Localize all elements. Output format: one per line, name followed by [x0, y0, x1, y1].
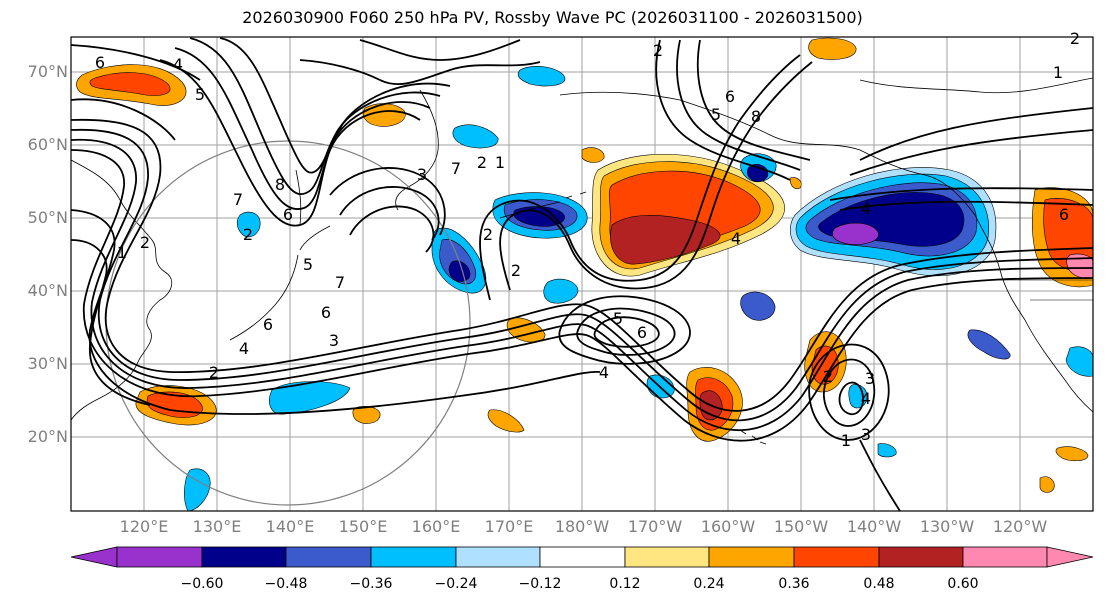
contour-label: 2 [140, 233, 150, 252]
colorbar-tick-label: −0.12 [518, 576, 562, 592]
contour-label: 3 [329, 331, 339, 350]
contour-label: 1 [1053, 63, 1063, 82]
contour-label: 4 [599, 363, 609, 382]
contour-label: 4 [239, 339, 249, 358]
japan-coast [229, 225, 331, 341]
lon-label: 170°E [484, 517, 534, 536]
colorbar-tick-label: 0.24 [693, 576, 725, 592]
lon-label: 130°W [919, 517, 975, 536]
contour-label: 5 [711, 105, 721, 124]
contour-label: 2 [823, 367, 833, 386]
lon-label: 180°W [554, 517, 610, 536]
lon-label: 160°W [700, 517, 756, 536]
contour-label: 5 [303, 255, 313, 274]
lat-label: 20°N [27, 427, 68, 446]
contour-label: 6 [1059, 205, 1069, 224]
map-panel [71, 37, 1093, 511]
colorbar-segment [116, 546, 203, 568]
lat-label: 70°N [27, 62, 68, 81]
aleutians [499, 191, 587, 219]
lat-label: 60°N [27, 135, 68, 154]
contour-label: 4 [861, 199, 871, 218]
contour-label: 6 [637, 323, 647, 342]
sakhalin-coast [295, 169, 302, 226]
contour-label: 6 [283, 205, 293, 224]
colorbar-segment [708, 546, 795, 568]
lon-label: 160°E [411, 517, 461, 536]
colorbar-min-extension [70, 546, 118, 568]
colorbar-segment [539, 546, 626, 568]
contour-label: 3 [417, 165, 427, 184]
colorbar-tick-label: −0.24 [434, 576, 478, 592]
colorbar-segment [455, 546, 541, 568]
colorbar-segment [285, 546, 372, 568]
contour-label: 8 [275, 175, 285, 194]
contour-label: 7 [451, 159, 461, 178]
contour-label: 3 [865, 369, 875, 388]
contour-label: 2 [1070, 29, 1080, 48]
map-frame [70, 36, 1094, 512]
colorbar-tick-label: −0.36 [349, 576, 393, 592]
lon-label: 120°E [119, 517, 169, 536]
colorbar-tick-label: 0.36 [778, 576, 810, 592]
colorbar-segment [962, 546, 1048, 568]
colorbar-max-extension [1046, 546, 1094, 568]
lat-label: 30°N [27, 354, 68, 373]
pv-contours [71, 37, 1093, 511]
contour-label: 5 [195, 85, 205, 104]
contour-label: 2 [653, 41, 663, 60]
contour-label: 4 [731, 229, 741, 248]
lat-label: 50°N [27, 208, 68, 227]
pv-anomaly-shading [76, 37, 1093, 511]
colorbar-segment [793, 546, 880, 568]
contour-label: 6 [263, 315, 273, 334]
contour-label: 1 [117, 243, 127, 262]
contour-label: 5 [613, 309, 623, 328]
lon-label: 170°W [627, 517, 683, 536]
colorbar [70, 546, 1094, 568]
colorbar-segment [624, 546, 710, 568]
kamchatka-coast [395, 89, 439, 211]
arctic-coast [859, 77, 1093, 94]
contour-label: 8 [751, 107, 761, 126]
colorbar-segment [878, 546, 964, 568]
contour-labels: 6 5 4 7 2 1 2 6 8 7 5 3 2 1 6 7 6 3 2 4 … [95, 29, 1080, 450]
contour-label: 2 [477, 153, 487, 172]
contour-label: 7 [233, 190, 243, 209]
contour-label: 4 [861, 389, 871, 408]
contour-label: 1 [841, 431, 851, 450]
colorbar-tick-label: 0.60 [947, 576, 979, 592]
contour-label: 1 [495, 153, 505, 172]
asia-coast [71, 159, 173, 421]
lon-label: 120°W [992, 517, 1048, 536]
contour-label: 6 [321, 303, 331, 322]
na-west-coast [974, 214, 1093, 413]
lon-label: 150°E [338, 517, 388, 536]
colorbar-segment [201, 546, 287, 568]
contour-label: 6 [95, 53, 105, 72]
contour-label: 3 [861, 425, 871, 444]
lon-label: 130°E [192, 517, 242, 536]
contour-label: 2 [483, 225, 493, 244]
lon-label: 140°E [265, 517, 315, 536]
lat-label: 40°N [27, 281, 68, 300]
alaska-coast [559, 91, 976, 216]
contour-label: 4 [173, 55, 183, 74]
colorbar-tick-label: 0.12 [609, 576, 641, 592]
map-title: 2026030900 F060 250 hPa PV, Rossby Wave … [242, 8, 863, 27]
colorbar-tick-label: −0.60 [180, 576, 224, 592]
contour-label: 2 [209, 363, 219, 382]
colorbar-tick-label: 0.48 [863, 576, 895, 592]
contour-label: 6 [725, 87, 735, 106]
colorbar-tick-label: −0.48 [264, 576, 308, 592]
lon-label: 150°W [773, 517, 829, 536]
contour-label: 2 [511, 261, 521, 280]
lon-label: 140°W [846, 517, 902, 536]
coastlines [71, 77, 1093, 445]
colorbar-segment [370, 546, 457, 568]
contour-label: 2 [243, 225, 253, 244]
contour-label: 7 [335, 273, 345, 292]
